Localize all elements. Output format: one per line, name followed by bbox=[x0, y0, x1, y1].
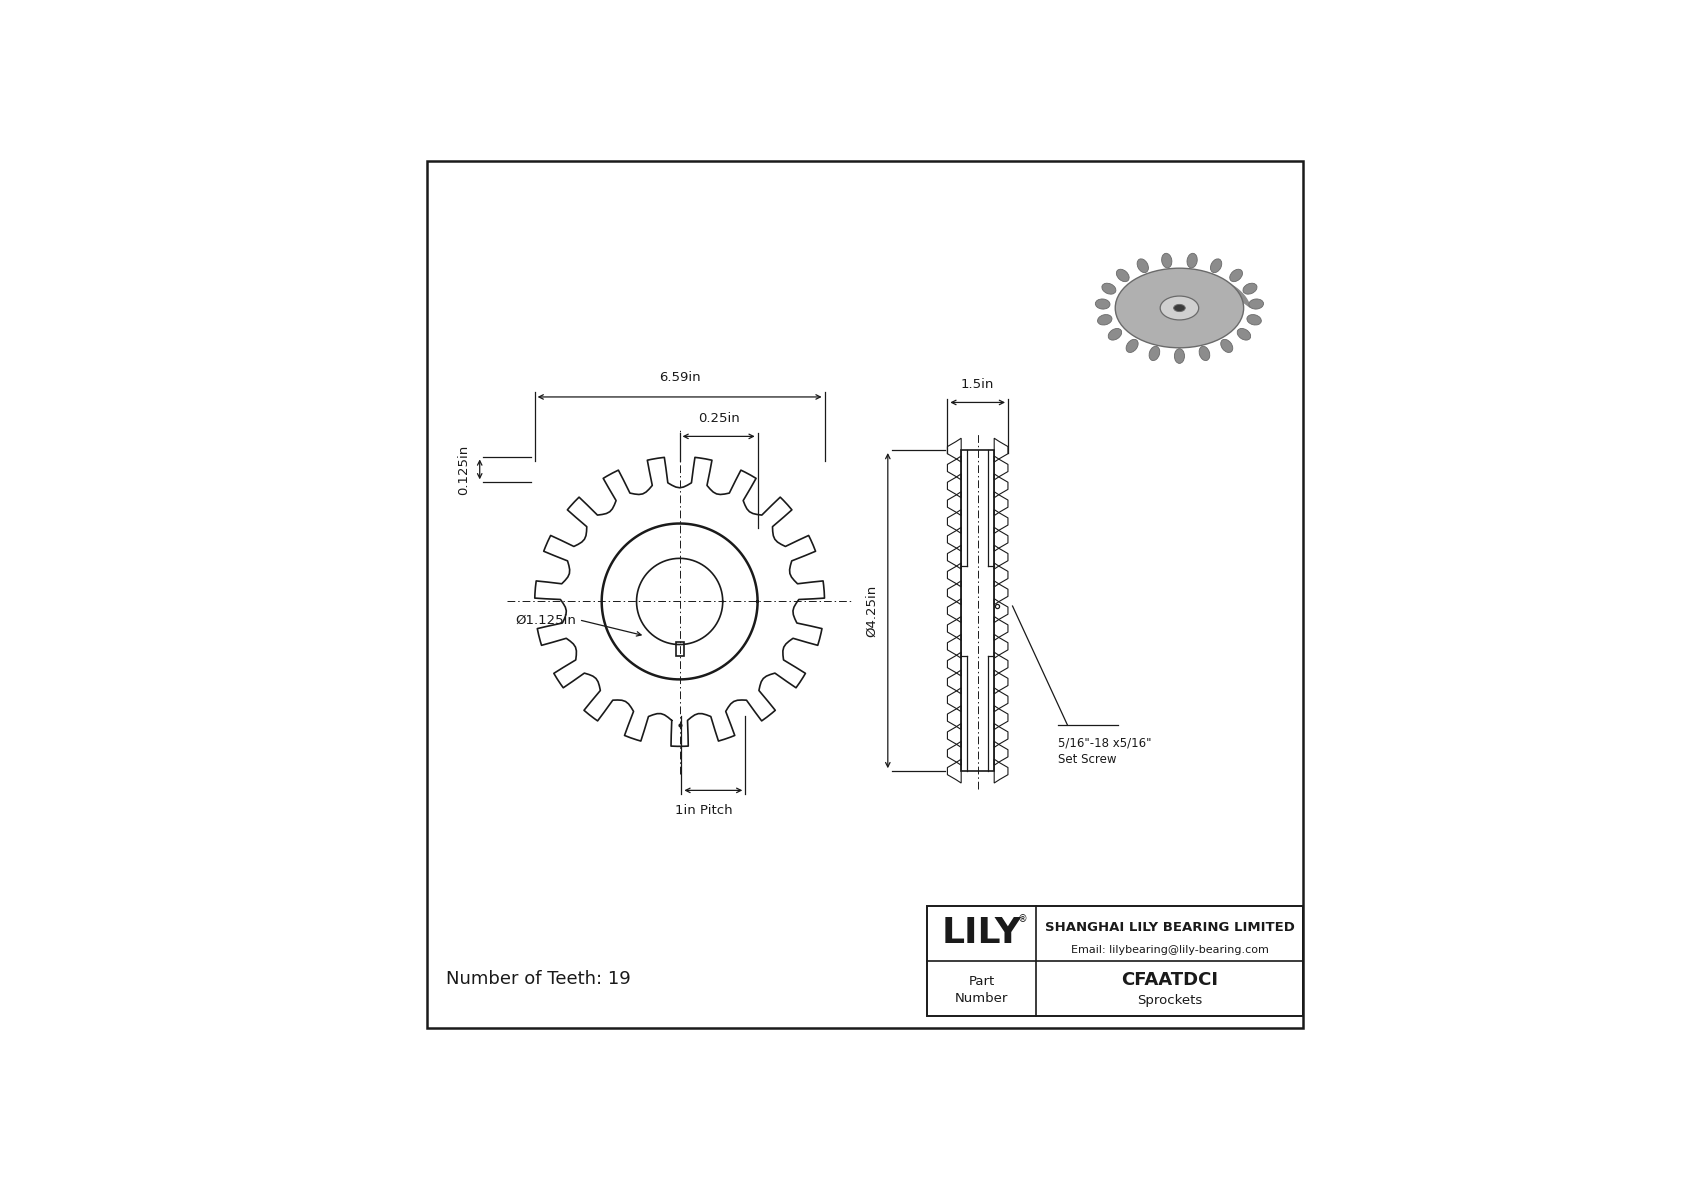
Ellipse shape bbox=[1199, 347, 1209, 361]
Text: 1in Pitch: 1in Pitch bbox=[675, 804, 733, 817]
Ellipse shape bbox=[1162, 254, 1172, 268]
Ellipse shape bbox=[1115, 268, 1244, 348]
Bar bbox=[675, 642, 684, 656]
Text: Number of Teeth: 19: Number of Teeth: 19 bbox=[446, 971, 630, 989]
Ellipse shape bbox=[1101, 283, 1116, 294]
Ellipse shape bbox=[1243, 283, 1256, 294]
Text: Part
Number: Part Number bbox=[955, 974, 1009, 1004]
Ellipse shape bbox=[1174, 305, 1186, 312]
Text: Email: lilybearing@lily-bearing.com: Email: lilybearing@lily-bearing.com bbox=[1071, 944, 1268, 955]
Ellipse shape bbox=[1127, 339, 1138, 353]
Ellipse shape bbox=[1221, 339, 1233, 353]
Ellipse shape bbox=[1116, 269, 1130, 281]
Text: Ø1.125in: Ø1.125in bbox=[515, 613, 576, 626]
Bar bbox=[928, 906, 1303, 1016]
Ellipse shape bbox=[1238, 329, 1251, 341]
Ellipse shape bbox=[1148, 347, 1160, 361]
Text: 1.5in: 1.5in bbox=[962, 378, 994, 391]
Text: 5/16"-18 x5/16"
Set Screw: 5/16"-18 x5/16" Set Screw bbox=[1058, 736, 1152, 766]
Bar bbox=[962, 450, 994, 771]
Text: Ø4.25in: Ø4.25in bbox=[866, 585, 877, 637]
Text: 0.125in: 0.125in bbox=[456, 444, 470, 494]
Text: 0.25in: 0.25in bbox=[697, 412, 739, 425]
Ellipse shape bbox=[1160, 297, 1199, 320]
Ellipse shape bbox=[1211, 258, 1223, 273]
Ellipse shape bbox=[1246, 314, 1261, 325]
Text: Sprockets: Sprockets bbox=[1137, 994, 1202, 1008]
Ellipse shape bbox=[1229, 269, 1243, 281]
Text: CFAATDCI: CFAATDCI bbox=[1122, 971, 1218, 989]
Ellipse shape bbox=[1098, 314, 1111, 325]
Ellipse shape bbox=[1187, 254, 1197, 268]
Text: 6.59in: 6.59in bbox=[658, 372, 701, 385]
Ellipse shape bbox=[1108, 329, 1122, 341]
Polygon shape bbox=[1116, 274, 1250, 307]
Ellipse shape bbox=[1137, 258, 1148, 273]
Text: LILY: LILY bbox=[941, 916, 1022, 950]
Ellipse shape bbox=[1174, 349, 1184, 363]
Text: ®: ® bbox=[1017, 915, 1027, 924]
Ellipse shape bbox=[1250, 299, 1263, 310]
Ellipse shape bbox=[1095, 299, 1110, 310]
Text: SHANGHAI LILY BEARING LIMITED: SHANGHAI LILY BEARING LIMITED bbox=[1044, 922, 1295, 935]
